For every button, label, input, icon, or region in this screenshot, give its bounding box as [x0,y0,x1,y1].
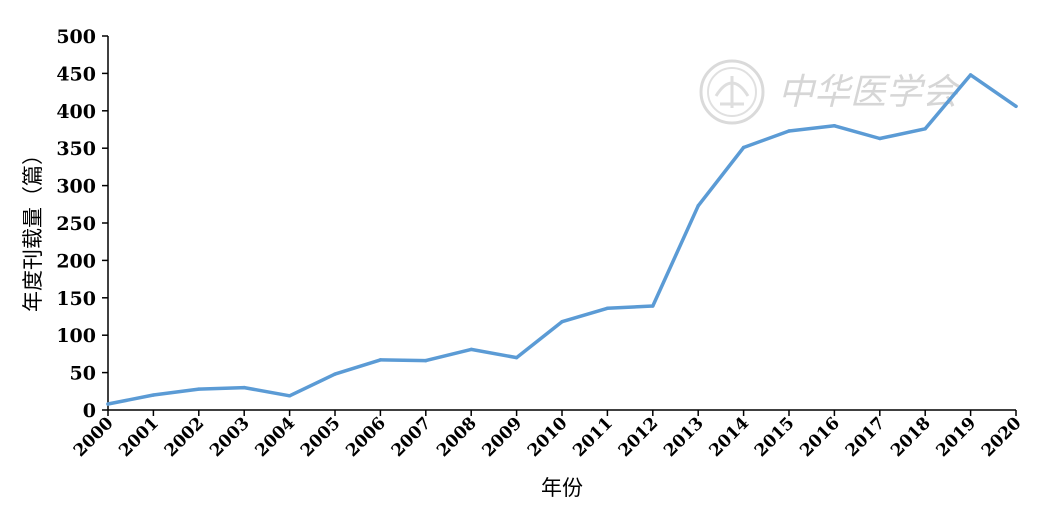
y-tick-label: 500 [56,26,96,48]
x-tick-label: 2009 [479,413,527,461]
data-point [287,394,292,398]
x-tick-label: 2019 [933,413,981,461]
data-point [333,372,337,376]
x-tick-label: 2016 [796,413,844,461]
x-tick-label: 2018 [887,413,935,461]
x-tick-label: 2020 [978,413,1026,461]
y-tick-label: 400 [56,101,96,123]
x-tick-label: 2006 [342,413,390,461]
x-axis-label: 年份 [541,476,583,500]
x-tick-label: 2012 [615,413,663,461]
x-tick-label: 2008 [433,413,481,461]
series-line [106,73,1018,406]
data-point [741,145,746,150]
x-tick-label: 2015 [751,413,799,461]
data-point [560,320,564,324]
data-point [832,124,837,128]
y-axis-label: 年度刊载量（篇） [21,144,45,312]
series-group [106,73,1018,406]
data-point [514,355,519,360]
data-point [968,73,973,77]
y-tick-label: 300 [56,176,96,198]
x-tick-label: 2005 [297,413,345,461]
data-point [605,306,610,310]
x-tick-label: 2004 [252,413,300,461]
data-point [378,358,383,362]
data-point [878,136,882,141]
x-tick-label: 2017 [842,413,890,461]
y-tick-label: 200 [56,250,96,272]
data-point [151,393,156,397]
y-tick-label: 150 [56,288,96,310]
x-tick-label: 2014 [706,413,754,461]
y-tick-label: 50 [70,363,96,385]
data-point [923,127,927,131]
data-point [197,387,201,391]
x-tick-label: 2001 [115,413,163,461]
y-tick-label: 350 [56,138,96,160]
data-point [787,129,791,133]
x-tick-label: 2007 [388,413,436,461]
x-tick-label: 2013 [660,413,708,461]
data-point [242,385,246,390]
x-tick-label: 2010 [524,413,572,461]
y-tick-label: 0 [83,400,96,422]
data-point [469,347,473,352]
x-tick-label: 2011 [569,413,617,461]
data-point [106,402,110,406]
x-ticks: 2000200120022003200420052006200720082009… [70,410,1026,461]
watermark-text: 中华医学会 [778,72,962,113]
x-tick-label: 2002 [161,413,209,461]
data-point [651,304,655,308]
seal-icon [699,59,765,125]
y-ticks: 0 50 100 150 200 250 300 350 400 450 500 [56,26,108,422]
y-tick-label: 450 [56,63,96,85]
data-point [1014,104,1018,109]
watermark: 中华医学会 [699,59,962,125]
data-point [696,204,700,208]
data-point [424,358,428,363]
y-tick-label: 100 [56,325,96,347]
x-tick-label: 2003 [206,413,254,461]
y-tick-label: 250 [56,213,96,235]
